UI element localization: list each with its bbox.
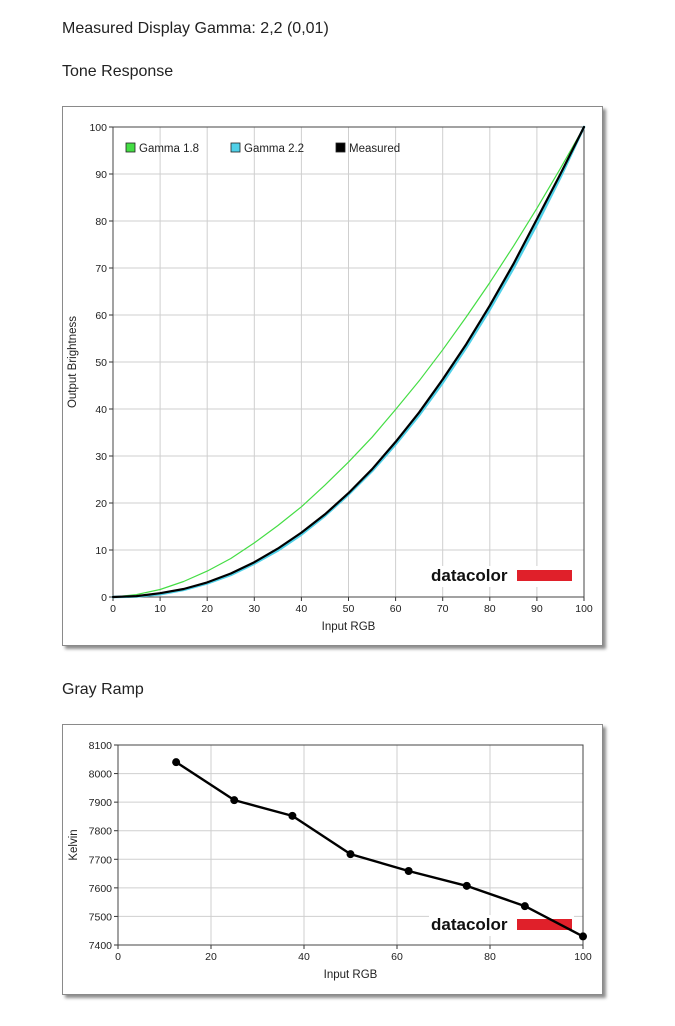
datacolor-logo-text: datacolor (431, 566, 508, 585)
data-point (462, 881, 471, 890)
y-tick-label: 100 (89, 122, 107, 134)
data-point (404, 867, 413, 875)
datacolor-logo-text: datacolor (431, 915, 508, 934)
series-line-measured (111, 125, 586, 599)
y-tick-label: 7600 (89, 883, 113, 895)
series-line (174, 760, 585, 938)
legend-label: Gamma 2.2 (244, 143, 304, 155)
tone-response-heading: Tone Response (62, 63, 174, 80)
x-axis-label: Input RGB (322, 621, 376, 633)
y-tick-label: 60 (95, 310, 107, 322)
x-tick-label: 20 (201, 603, 213, 615)
datacolor-logo-bar (517, 570, 572, 581)
legend-label: Measured (349, 143, 400, 155)
x-axis-label: Input RGB (324, 969, 378, 981)
y-tick-label: 50 (95, 357, 107, 369)
x-tick-label: 80 (484, 603, 496, 615)
x-tick-label: 0 (110, 603, 116, 615)
x-tick-label: 10 (154, 603, 166, 615)
plot-frame (117, 744, 584, 946)
data-point (520, 902, 529, 911)
data-point (346, 850, 355, 859)
y-tick-label: 0 (101, 592, 107, 604)
y-tick-label: 7700 (89, 854, 113, 866)
legend-item: Measured (335, 142, 400, 155)
y-axis-label: Output Brightness (67, 316, 79, 408)
data-point (172, 758, 181, 767)
series-line-gamma-1-8 (112, 126, 585, 598)
gray-ramp-heading: Gray Ramp (62, 681, 144, 698)
legend-swatch (335, 142, 346, 153)
plot-frame (112, 126, 585, 598)
legend-swatch (125, 142, 136, 153)
y-tick-label: 8100 (89, 740, 113, 752)
y-tick-label: 20 (95, 498, 107, 510)
x-tick-label: 80 (484, 951, 496, 963)
y-tick-label: 7400 (89, 940, 113, 952)
gray-ramp-chart: 0 20 40 60 80 100 7400 7500 7600 7700 7800 7900 8000… (68, 740, 592, 981)
y-tick-label: 40 (95, 404, 107, 416)
y-tick-label: 7500 (89, 911, 113, 923)
x-tick-label: 40 (298, 951, 310, 963)
x-tick-label: 0 (115, 951, 121, 963)
tone-response-chart-panel: 0 10 20 30 40 50 60 70 80 90 100 0 10 20 30 40 50 60 70 80 9… (62, 106, 603, 646)
legend-item: Gamma 2.2 (230, 142, 304, 155)
data-point (230, 796, 239, 805)
legend-item: Gamma 1.8 (125, 142, 199, 155)
plot-area (118, 745, 583, 945)
x-tick-label: 50 (343, 603, 355, 615)
y-tick-label: 10 (95, 545, 107, 557)
y-tick-label: 90 (95, 169, 107, 181)
y-tick-label: 8000 (89, 769, 113, 781)
y-tick-label: 70 (95, 263, 107, 275)
x-tick-label: 60 (391, 951, 403, 963)
x-tick-label: 20 (205, 951, 217, 963)
x-tick-label: 100 (575, 603, 593, 615)
datacolor-logo-bar (517, 919, 572, 930)
x-tick-label: 60 (390, 603, 402, 615)
x-tick-label: 100 (574, 951, 592, 963)
x-tick-label: 90 (531, 603, 543, 615)
x-tick-label: 30 (248, 603, 260, 615)
y-tick-label: 7900 (89, 797, 113, 809)
x-tick-label: 70 (437, 603, 449, 615)
x-tick-label: 40 (296, 603, 308, 615)
y-tick-label: 7800 (89, 826, 113, 838)
legend-label: Gamma 1.8 (139, 143, 199, 155)
tone-response-chart: 0 10 20 30 40 50 60 70 80 90 100 0 10 20 30 40 50 60 70 80 9… (67, 122, 593, 633)
y-axis-label: Kelvin (68, 829, 80, 860)
gamma-heading: Measured Display Gamma: 2,2 (0,01) (62, 20, 329, 37)
data-point (288, 811, 297, 820)
y-tick-label: 30 (95, 451, 107, 463)
legend-swatch (230, 142, 241, 153)
y-tick-label: 80 (95, 216, 107, 228)
gray-ramp-chart-panel: 0 20 40 60 80 100 7400 7500 7600 7700 7800 7900 8000… (62, 724, 603, 995)
data-point (579, 932, 587, 941)
